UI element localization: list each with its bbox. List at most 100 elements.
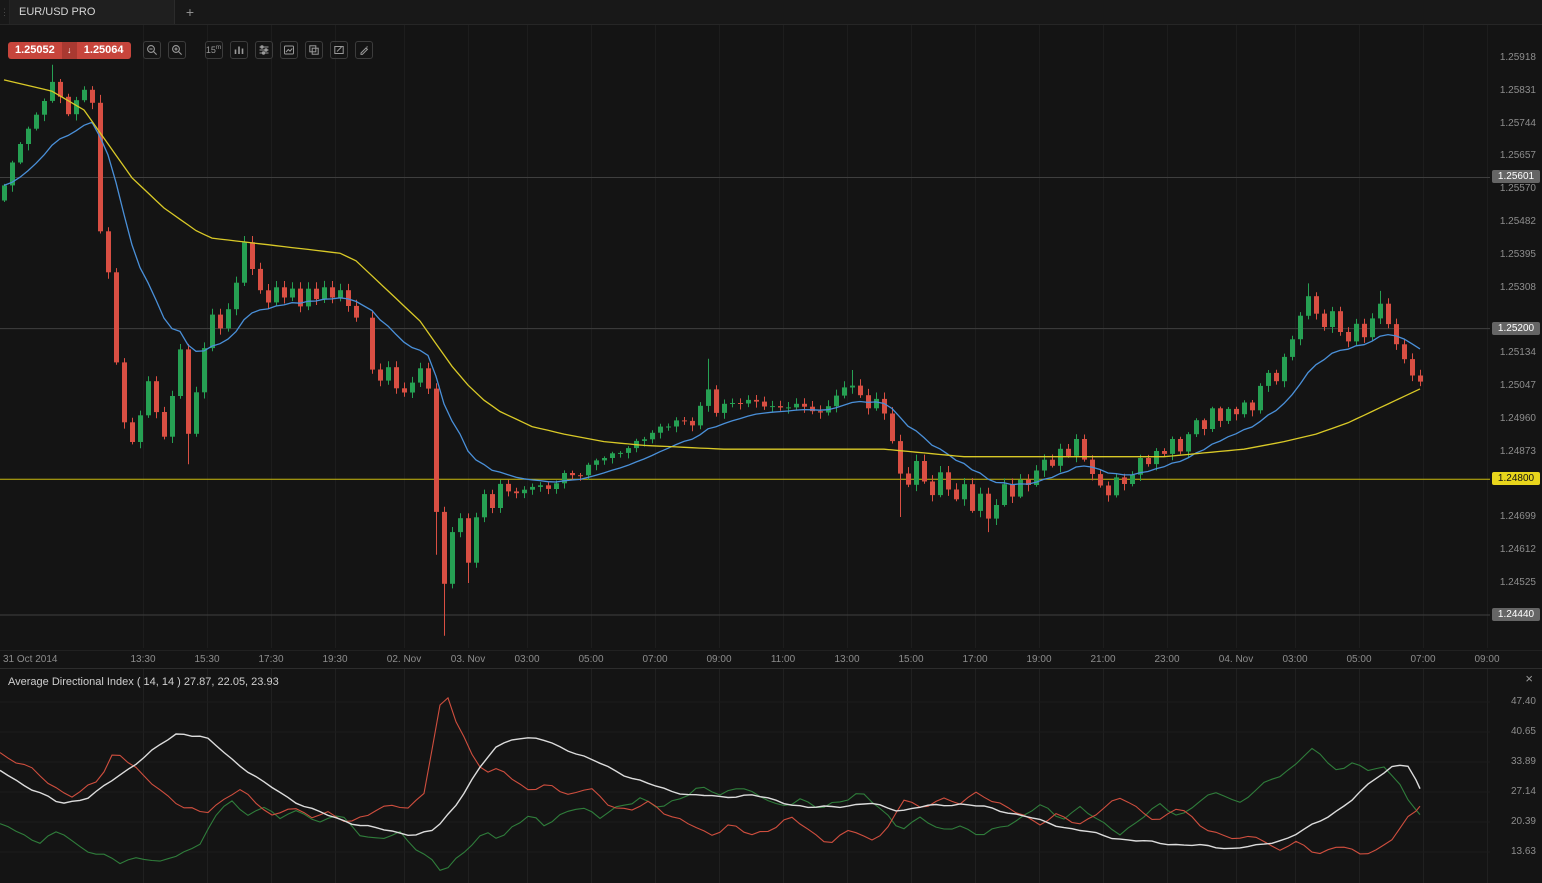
candles — [2, 64, 1423, 636]
candle-body — [178, 349, 183, 396]
zoom-in-button[interactable] — [167, 41, 186, 59]
bid-price-button[interactable]: 1.25052 — [8, 41, 62, 59]
ma-fast-line[interactable] — [3, 121, 1421, 486]
price-tick-label: 1.25570 — [1499, 183, 1536, 195]
candle-body — [114, 272, 119, 363]
candle-body — [186, 349, 191, 434]
indicators-button[interactable] — [229, 41, 248, 59]
candle-body — [26, 128, 31, 144]
candle-body — [578, 475, 583, 477]
main-chart-canvas[interactable] — [0, 25, 1490, 648]
candle-body — [1162, 451, 1167, 454]
candle-body — [162, 412, 167, 437]
candle-body — [1330, 311, 1335, 327]
chart-type-button[interactable] — [279, 41, 298, 59]
candle-body — [1370, 318, 1375, 338]
candle-body — [106, 231, 111, 273]
candle-body — [466, 518, 471, 563]
candle-body — [1314, 296, 1319, 314]
candle-body — [386, 367, 391, 381]
price-tick-label: 1.24960 — [1499, 413, 1536, 425]
price-tick-label: 1.24699 — [1499, 511, 1536, 523]
candle-body — [506, 483, 511, 492]
candle-body — [898, 441, 903, 474]
time-tick-label: 19:00 — [1026, 654, 1052, 665]
time-tick-label: 13:30 — [130, 654, 156, 665]
candle-body — [442, 511, 447, 584]
candle-body — [1098, 474, 1103, 486]
candle-body — [282, 287, 287, 298]
adx-indicator-panel: Average Directional Index ( 14, 14 ) 27.… — [0, 668, 1542, 883]
bar-chart-icon — [234, 46, 243, 54]
time-tick-label: 17:00 — [962, 654, 988, 665]
price-level-badge[interactable]: 1.25601 — [1492, 170, 1540, 184]
price-level-badge[interactable]: 1.25200 — [1492, 321, 1540, 335]
candle-body — [962, 484, 967, 500]
candle-body — [1402, 344, 1407, 360]
candle-body — [1042, 459, 1047, 471]
settings-button[interactable] — [254, 41, 273, 59]
candle-body — [1202, 420, 1207, 429]
candle-body — [1282, 356, 1287, 382]
adx-chart-canvas[interactable] — [0, 669, 1490, 883]
candle-body — [970, 484, 975, 511]
candle-body — [1266, 372, 1271, 386]
duplicate-button[interactable] — [304, 41, 323, 59]
candle-body — [1082, 439, 1087, 460]
candle-body — [314, 288, 319, 300]
minus-di-line — [0, 696, 1421, 855]
time-tick-label: 21:00 — [1090, 654, 1116, 665]
candle-body — [1386, 303, 1391, 325]
candle-body — [1130, 474, 1135, 484]
plus-di-line — [0, 747, 1421, 871]
annotate-button[interactable] — [329, 41, 348, 59]
candle-body — [834, 395, 839, 407]
chart-overlay-controls: 1.25052 ↓ 1.25064 15m — [8, 41, 373, 59]
price-level-lines[interactable] — [0, 177, 1490, 616]
candle-body — [1114, 477, 1119, 496]
candle-body — [1074, 439, 1079, 456]
candle-body — [554, 483, 559, 489]
candle-body — [202, 348, 207, 393]
candle-body — [410, 382, 415, 393]
close-indicator-button[interactable]: × — [1525, 671, 1533, 686]
candle-body — [490, 494, 495, 508]
add-tab-button[interactable]: + — [185, 4, 195, 20]
candle-body — [906, 473, 911, 485]
price-tick-label: 1.25395 — [1499, 249, 1536, 261]
zoom-out-button[interactable] — [142, 41, 161, 59]
price-tick-label: 1.25744 — [1499, 117, 1536, 129]
draw-button[interactable] — [354, 41, 373, 59]
price-level-badge[interactable]: 1.24800 — [1492, 472, 1540, 486]
candle-body — [1066, 448, 1071, 456]
price-tick-label: 1.25831 — [1499, 84, 1536, 96]
candle-body — [602, 458, 607, 461]
candle-body — [450, 532, 455, 584]
candle-body — [298, 288, 303, 307]
drag-handle-icon[interactable]: ⋮ — [0, 0, 10, 24]
candle-body — [978, 493, 983, 511]
candle-body — [1034, 470, 1039, 485]
candle-body — [498, 483, 503, 508]
candle-body — [1002, 484, 1007, 505]
candle-body — [210, 314, 215, 349]
tab-eurusd-pro[interactable]: EUR/USD PRO — [10, 0, 175, 24]
adx-tick-label: 47.40 — [1510, 696, 1536, 707]
candle-body — [1418, 375, 1423, 382]
candle-body — [946, 472, 951, 490]
time-tick-label: 15:00 — [898, 654, 924, 665]
time-tick-label: 03:00 — [514, 654, 540, 665]
ask-price-button[interactable]: 1.25064 — [76, 41, 131, 59]
candle-body — [682, 420, 687, 422]
candle-body — [122, 362, 127, 423]
price-tick-label: 1.25047 — [1499, 380, 1536, 392]
timeframe-button[interactable]: 15m — [204, 41, 223, 59]
ma-slow-line[interactable] — [3, 79, 1421, 458]
indicator-label[interactable]: Average Directional Index ( 14, 14 ) 27.… — [8, 676, 279, 688]
price-axis[interactable]: 1.25918 1.25831 1.25744 1.25657 1.25570 1.254… — [1490, 25, 1542, 648]
candle-body — [98, 102, 103, 232]
candle-body — [322, 287, 327, 300]
price-level-badge[interactable]: 1.24440 — [1492, 608, 1540, 621]
price-tick-label: 1.24873 — [1499, 445, 1536, 457]
time-axis[interactable]: 31 Oct 2014 13:30 15:30 17:30 19:30 02. Nov 03… — [0, 650, 1542, 668]
